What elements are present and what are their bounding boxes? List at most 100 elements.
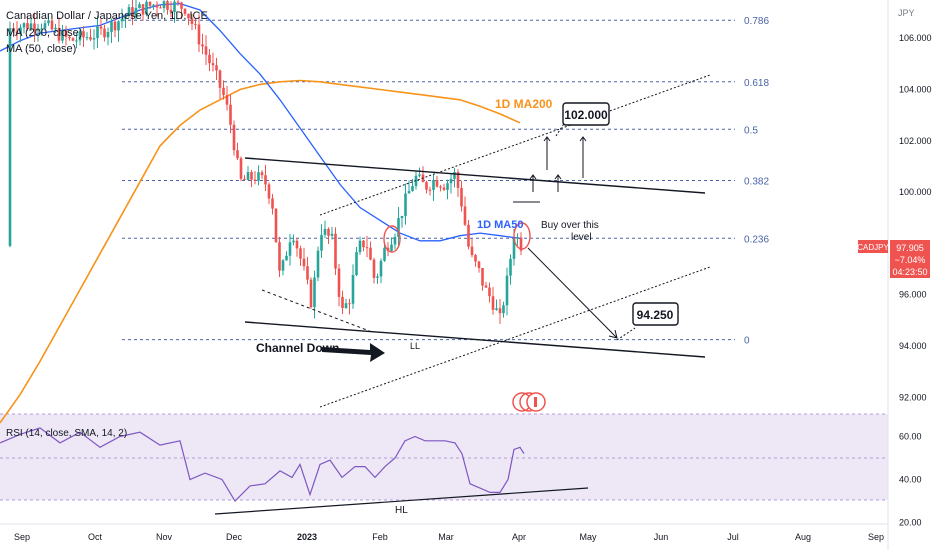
candle-body <box>376 276 379 278</box>
candle-body <box>323 228 327 235</box>
badge-symbol: CADJPY <box>857 243 889 252</box>
candle-body <box>64 30 68 37</box>
candle-body <box>491 296 495 310</box>
candle-body <box>379 260 383 277</box>
price-tick-label: 104.000 <box>899 85 932 95</box>
candle-body <box>155 4 159 8</box>
candle-body <box>120 18 124 22</box>
candle-body <box>327 228 330 236</box>
candle-body <box>127 7 131 17</box>
candle-body <box>187 13 190 19</box>
candle-body <box>33 23 36 31</box>
candle-body <box>446 183 449 190</box>
candle-body <box>141 4 145 15</box>
candle-body <box>131 7 134 18</box>
target-up-callout: 102.000 <box>562 102 610 126</box>
candle-body <box>456 172 460 188</box>
badge-price: 97.905 <box>896 243 924 253</box>
candle-body <box>439 186 442 188</box>
candle-body <box>425 182 428 190</box>
candle-body <box>215 65 218 71</box>
candle-body <box>82 31 85 38</box>
fib-levels: 0.786 0.618 0.5 0.382 0.236 0 <box>122 16 769 347</box>
candle-body <box>40 28 43 30</box>
time-tick-label: Mar <box>438 532 454 542</box>
candle-body <box>208 54 211 64</box>
candle-body <box>43 23 47 29</box>
candle-body <box>407 191 411 194</box>
candle-body <box>211 63 215 66</box>
candle-body <box>162 1 166 8</box>
candle-body <box>166 1 169 10</box>
candle-body <box>152 4 155 6</box>
channel-down-lower <box>244 321 706 358</box>
earnings-flag-icons <box>512 392 546 412</box>
target-down-label: 94.250 <box>637 308 674 322</box>
candle-body <box>351 275 355 304</box>
channel-up-upper <box>319 74 711 216</box>
candle-body <box>271 198 274 209</box>
candle-body <box>358 240 362 253</box>
time-tick-label: 2023 <box>297 532 317 542</box>
candle-body <box>47 20 50 24</box>
price-axis-ticks: 106.000104.000102.000100.00098.00096.000… <box>899 33 932 402</box>
fib-level-label: 0.236 <box>744 234 769 245</box>
candle-body <box>442 187 446 190</box>
candle-body <box>519 237 523 251</box>
candle-body <box>411 186 414 192</box>
candle-body <box>488 287 491 297</box>
candle-body <box>278 242 281 271</box>
candle-body <box>344 303 348 308</box>
buy-note-line2: level <box>571 232 592 243</box>
candle-body <box>484 285 488 288</box>
candle-body <box>124 16 127 19</box>
candle-body <box>435 179 439 187</box>
channel-down-upper <box>244 157 706 194</box>
candle-body <box>481 268 484 286</box>
candle-body <box>169 9 173 13</box>
candle-body <box>386 247 390 251</box>
hl-label: HL <box>395 505 408 516</box>
price-tick-label: 92.000 <box>899 392 927 402</box>
candle-body <box>99 26 103 29</box>
channel-down-label: Channel Down <box>256 341 339 355</box>
candle-body <box>222 87 225 96</box>
rsi-tick-label: 20.00 <box>899 518 922 528</box>
ll-trend-dashed <box>261 289 373 333</box>
candle-body <box>225 95 229 105</box>
candle-body <box>29 23 33 30</box>
candle-body <box>505 275 509 306</box>
candle-body <box>432 179 435 190</box>
candle-body <box>236 150 239 159</box>
candle-body <box>470 246 474 256</box>
candle-body <box>428 189 432 191</box>
projection-down-arrowhead <box>608 329 618 339</box>
symbol-title: Canadian Dollar / Japanese Yen, 1D, ICE <box>6 10 208 22</box>
candle-body <box>292 240 295 243</box>
target-up-label: 102.000 <box>564 108 608 122</box>
time-tick-label: Aug <box>795 532 811 542</box>
candle-body <box>274 208 278 243</box>
candle-body <box>267 184 271 199</box>
time-tick-label: Sep <box>868 532 884 542</box>
price-axis-unit: JPY <box>898 8 915 18</box>
candle-body <box>498 308 502 314</box>
candle-body <box>502 305 505 314</box>
candle-body <box>334 233 337 269</box>
candle-body <box>117 21 120 31</box>
candle-body <box>218 70 222 88</box>
time-tick-label: Sep <box>14 532 30 542</box>
candle-body <box>204 46 208 55</box>
candle-body <box>19 27 22 34</box>
candle-body <box>176 1 180 3</box>
candle-body <box>337 268 341 297</box>
candle-body <box>190 18 194 24</box>
candle-body <box>330 233 334 236</box>
candle-body <box>148 1 152 6</box>
time-tick-label: Oct <box>88 532 103 542</box>
channel-down-arrow <box>322 343 385 362</box>
time-tick-label: Jul <box>727 532 739 542</box>
candle-body <box>103 28 106 38</box>
candle-body <box>232 124 236 151</box>
candle-body <box>477 261 481 269</box>
